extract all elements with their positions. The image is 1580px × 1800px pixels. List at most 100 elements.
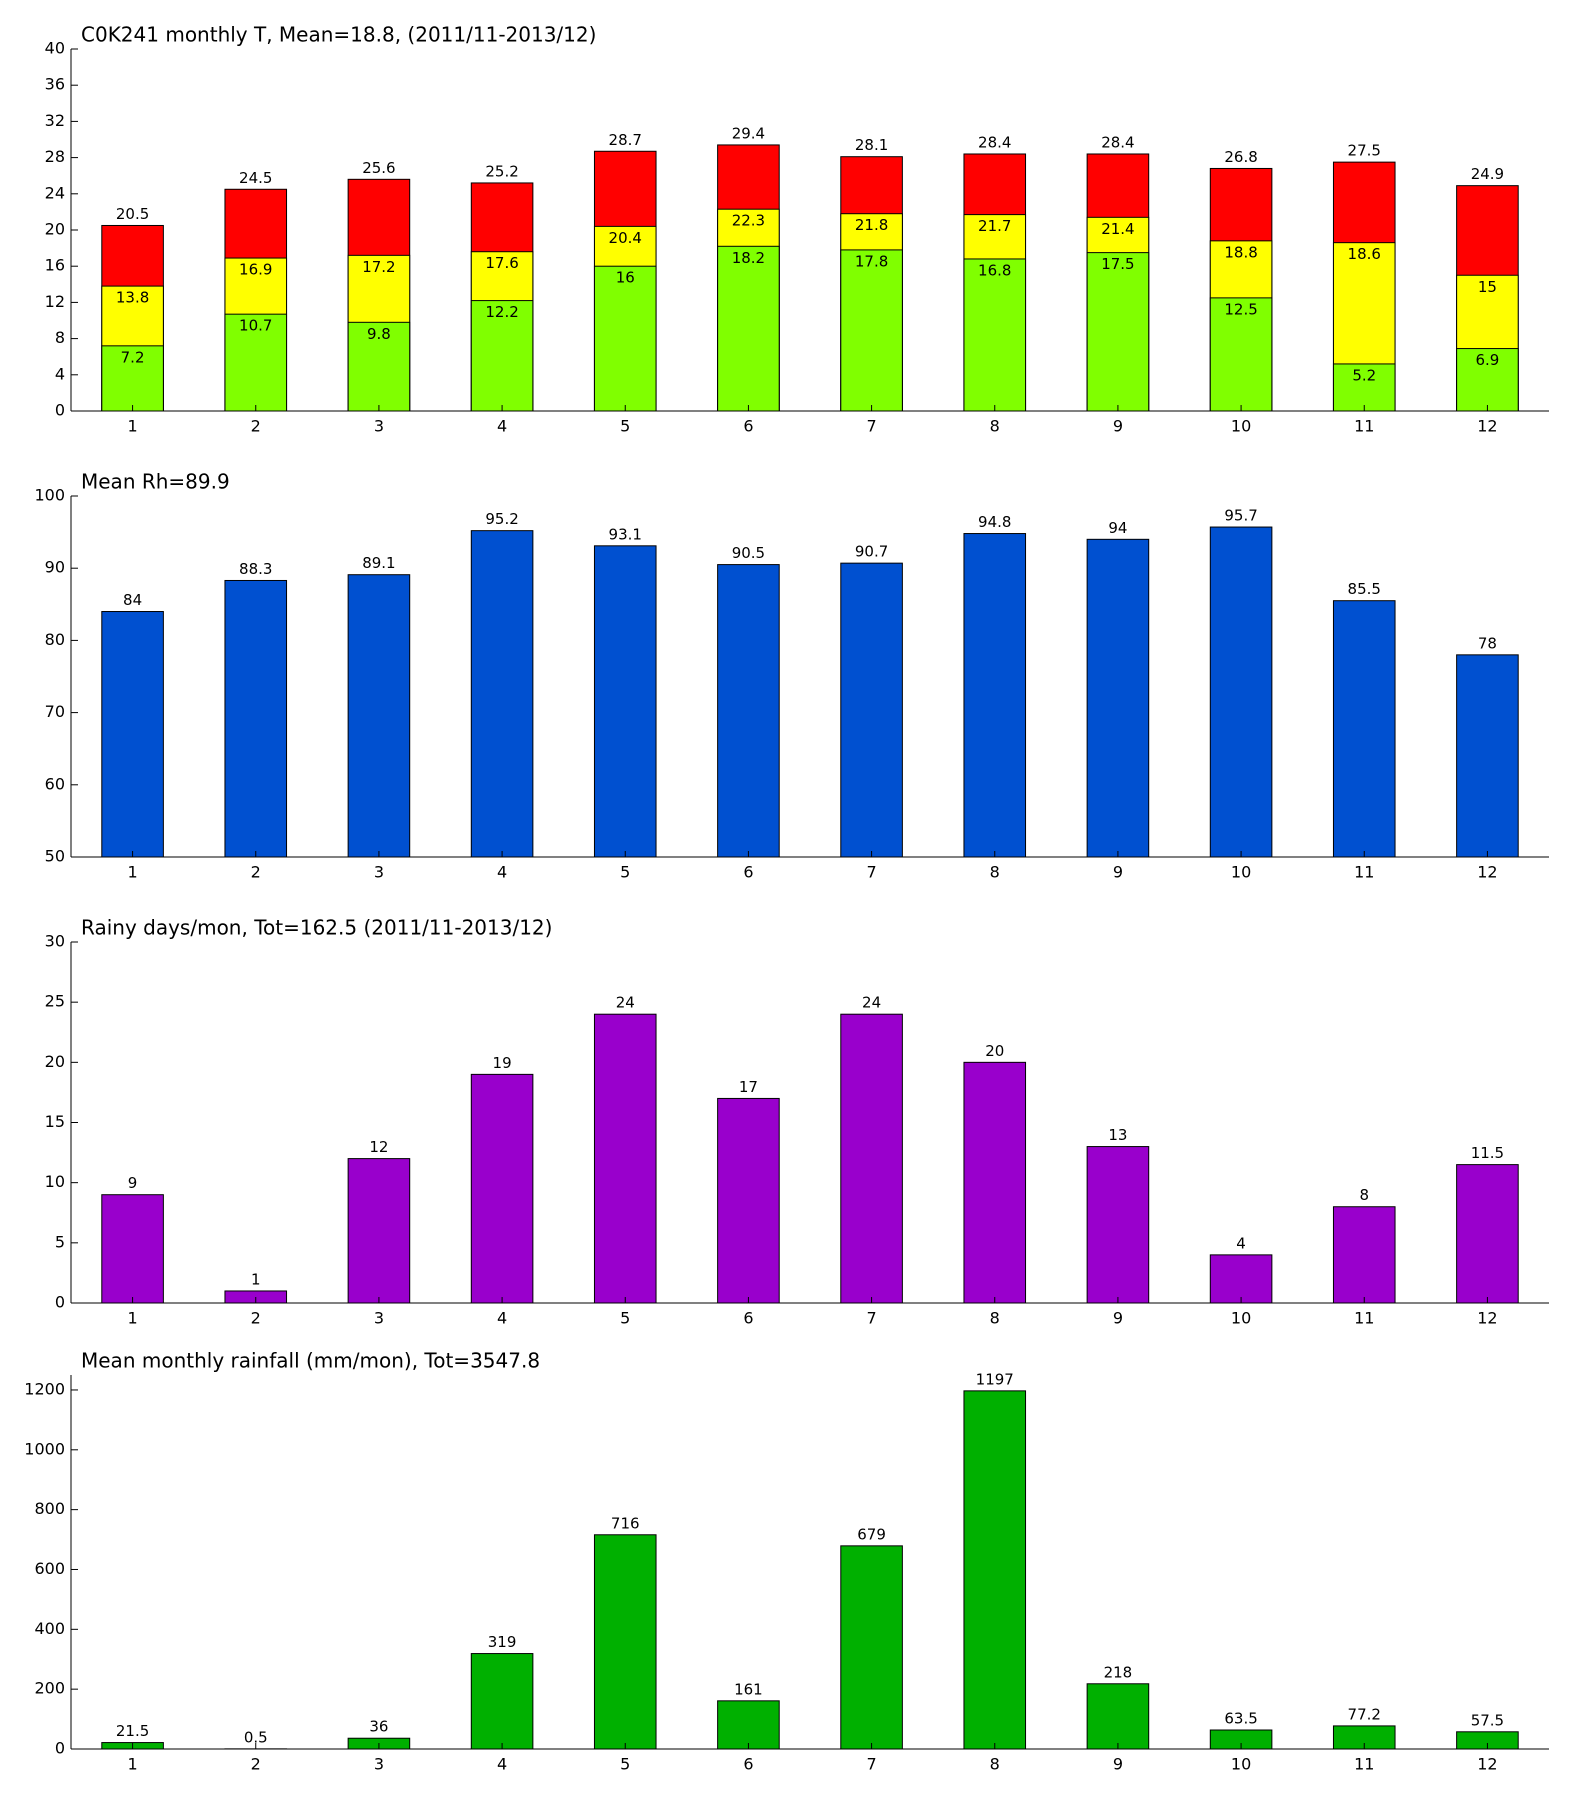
y-tick-label: 28 [45,147,65,166]
y-tick-label: 600 [34,1559,65,1578]
value-label: 6.9 [1475,351,1499,369]
bar [1332,363,1396,412]
x-tick-label: 3 [374,1755,384,1774]
value-label: 63.5 [1224,1710,1257,1728]
value-label: 27.5 [1348,142,1381,160]
value-label: 94 [1108,519,1127,537]
bar [224,313,288,412]
value-label: 78 [1478,634,1497,652]
value-label: 24 [862,994,881,1012]
value-label: 17.5 [1101,255,1134,273]
bar [1209,526,1273,858]
y-tick-label: 0 [55,1293,65,1312]
y-tick-label: 50 [45,847,65,866]
y-tick-label: 90 [45,558,65,577]
y-tick-label: 16 [45,256,65,275]
value-label: 20 [985,1042,1004,1060]
x-tick-label: 1 [127,417,137,436]
value-label: 28.4 [1101,133,1134,151]
y-tick-label: 20 [45,1052,65,1071]
value-label: 679 [857,1525,886,1543]
y-tick-label: 70 [45,702,65,721]
y-tick-label: 80 [45,630,65,649]
value-label: 20.5 [116,205,149,223]
x-tick-label: 11 [1354,417,1374,436]
bar [1332,1206,1396,1304]
value-label: 90.7 [855,543,888,561]
y-tick-label: 400 [34,1619,65,1638]
value-label: 1 [251,1270,261,1288]
value-label: 12 [369,1138,388,1156]
bar [840,1545,903,1750]
value-label: 16 [616,269,635,287]
bar [347,1158,411,1304]
bar [1086,1683,1150,1750]
x-tick-label: 8 [990,417,1000,436]
value-label: 7.2 [121,348,145,366]
bar [470,1073,534,1304]
bar [963,1061,1027,1304]
value-label: 21.5 [116,1722,149,1740]
y-tick-label: 100 [34,486,65,505]
value-label: 19 [493,1054,512,1072]
x-tick-label: 10 [1231,1309,1251,1328]
x-tick-label: 1 [127,1309,137,1328]
x-tick-label: 10 [1231,417,1251,436]
bar [593,1534,657,1750]
value-label: 85.5 [1348,580,1381,598]
value-label: 10.7 [239,317,272,335]
bar [470,530,534,858]
bar [963,258,1027,412]
value-label: 716 [611,1514,640,1532]
value-label: 16.8 [978,261,1011,279]
value-label: 161 [734,1680,763,1698]
x-tick-label: 7 [866,863,876,882]
bar [470,1653,534,1750]
value-label: 17.6 [485,254,518,272]
y-tick-label: 36 [45,75,65,94]
chart-title: Mean monthly rainfall (mm/mon), Tot=3547… [81,1349,540,1373]
value-label: 20.4 [609,229,642,247]
bar [717,564,780,858]
x-tick-label: 2 [251,1309,261,1328]
value-label: 28.1 [855,136,888,154]
value-label: 89.1 [362,554,395,572]
value-label: 95.2 [485,510,518,528]
value-label: 11.5 [1471,1144,1504,1162]
x-tick-label: 1 [127,863,137,882]
bar [1086,252,1150,412]
value-label: 26.8 [1224,148,1257,166]
x-tick-label: 12 [1477,1755,1497,1774]
value-label: 24.9 [1471,165,1504,183]
y-tick-label: 25 [45,992,65,1011]
y-tick-label: 0 [55,1739,65,1758]
x-tick-label: 9 [1113,1755,1123,1774]
bar [963,1390,1027,1750]
y-tick-label: 40 [45,39,65,58]
x-tick-label: 2 [251,863,261,882]
bar [593,265,657,412]
value-label: 17.2 [362,258,395,276]
value-label: 13.8 [116,289,149,307]
x-tick-label: 5 [620,1309,630,1328]
y-tick-label: 1000 [24,1439,65,1458]
bar [1456,654,1519,858]
y-tick-label: 1200 [24,1379,65,1398]
value-label: 218 [1104,1663,1133,1681]
bar [1456,1164,1519,1304]
y-tick-label: 5 [55,1232,65,1251]
y-tick-label: 24 [45,183,65,202]
value-label: 9 [128,1174,138,1192]
bar [593,1013,657,1304]
value-label: 77.2 [1348,1705,1381,1723]
value-label: 93.1 [609,525,642,543]
x-tick-label: 10 [1231,1755,1251,1774]
x-tick-label: 4 [497,1755,507,1774]
bar [1209,297,1273,412]
value-label: 95.7 [1224,507,1257,525]
bar [347,574,411,858]
y-tick-label: 4 [55,364,65,383]
value-label: 1197 [976,1370,1014,1388]
